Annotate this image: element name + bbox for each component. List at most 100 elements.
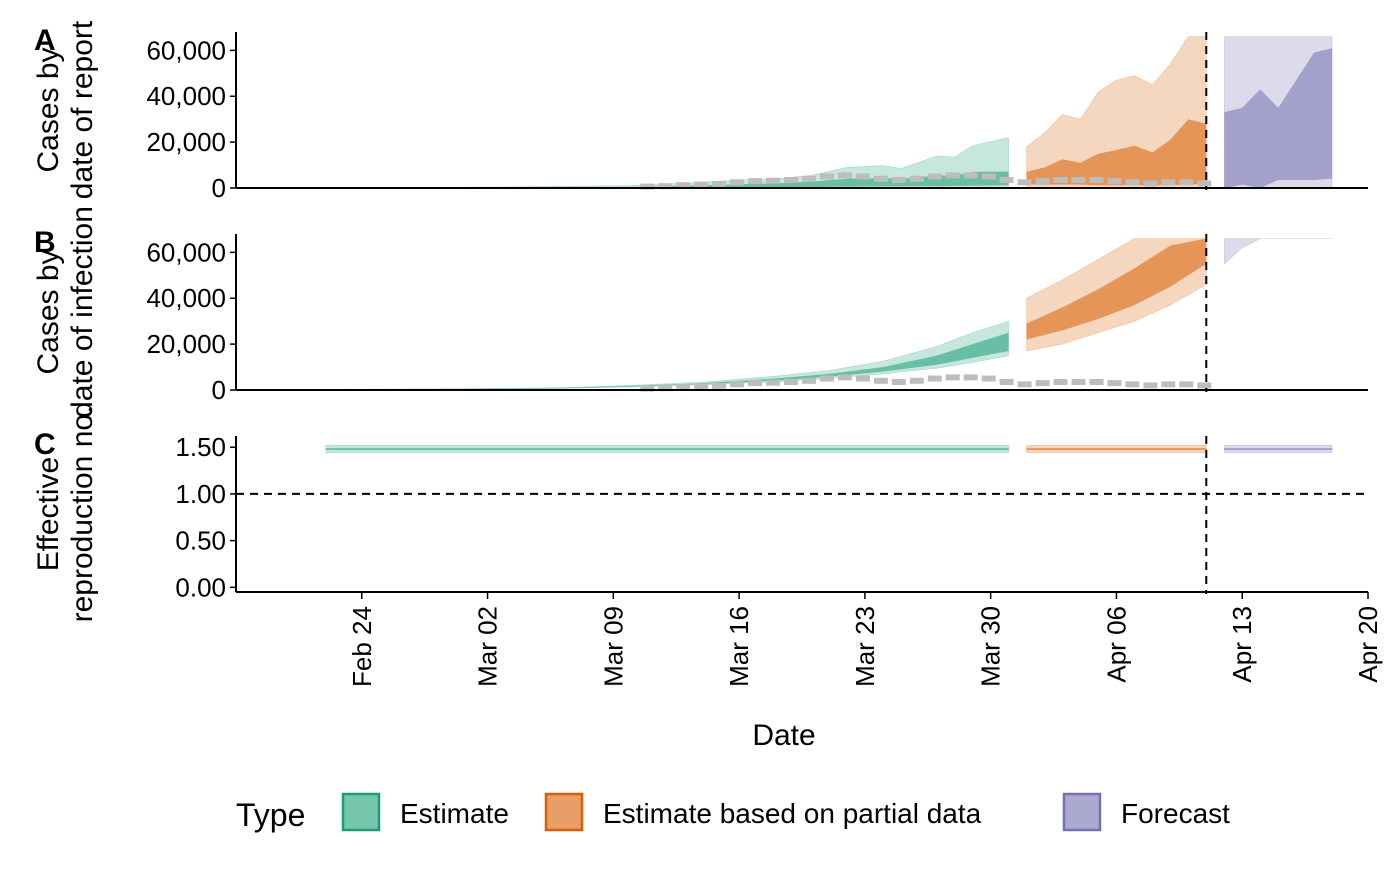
legend-label-estimate: Estimate	[400, 798, 509, 829]
reported-mark	[784, 177, 798, 183]
x-tick-label: Mar 16	[724, 606, 754, 687]
reported-mark	[1197, 180, 1212, 187]
reported-mark	[909, 377, 924, 384]
y-axis-title: Effective	[32, 457, 65, 572]
x-axis-title: Date	[752, 719, 815, 752]
x-tick-label: Apr 20	[1353, 606, 1383, 683]
reported-mark	[1143, 382, 1158, 389]
reported-mark	[676, 384, 691, 391]
reported-mark	[676, 182, 691, 189]
legend-title: Type	[236, 797, 305, 833]
band-50-forecast	[1224, 48, 1333, 188]
y-tick-label: 1.00	[175, 479, 226, 509]
y-axis-title: Cases by	[32, 47, 65, 172]
legend-swatch-forecast	[1062, 792, 1102, 832]
reported-mark	[730, 381, 745, 388]
reported-mark	[730, 179, 745, 186]
reported-mark	[1107, 380, 1122, 387]
band-50-estimate	[325, 171, 1009, 188]
y-tick-label: 60,000	[146, 35, 226, 65]
reported-mark	[1089, 379, 1104, 385]
y-axis-title: date of infection	[66, 206, 99, 418]
reported-mark	[1179, 381, 1194, 388]
y-tick-label: 40,000	[146, 283, 226, 313]
legend-swatch-partial	[544, 792, 584, 832]
reported-mark	[999, 177, 1014, 183]
reported-mark	[712, 382, 727, 389]
reported-mark	[694, 383, 709, 390]
reported-mark	[640, 385, 655, 392]
reported-mark	[855, 375, 870, 382]
reported-mark	[837, 172, 852, 179]
reported-mark	[640, 183, 655, 190]
reported-mark	[1125, 381, 1140, 388]
reported-mark	[1071, 379, 1086, 385]
band-50-estimate	[325, 448, 1009, 450]
reported-mark	[1161, 381, 1176, 388]
panel-tag: C	[34, 428, 56, 461]
reported-mark	[945, 172, 960, 179]
reported-mark	[837, 374, 852, 381]
reported-mark	[748, 380, 763, 387]
y-tick-label: 0	[212, 375, 226, 405]
y-tick-label: 40,000	[146, 81, 226, 111]
reported-mark	[873, 377, 888, 384]
band-50-estimate	[325, 332, 1009, 390]
x-tick-label: Mar 02	[473, 606, 503, 687]
reported-mark	[820, 173, 834, 180]
reported-mark	[802, 175, 816, 182]
y-tick-label: 0	[212, 173, 226, 203]
x-tick-label: Mar 09	[598, 606, 628, 687]
y-axis-title: Cases by	[32, 249, 65, 374]
reported-mark	[927, 173, 942, 180]
y-tick-label: 0.00	[175, 572, 226, 602]
reported-mark	[1035, 380, 1050, 387]
reported-mark	[855, 173, 870, 180]
reported-mark	[694, 181, 709, 188]
reported-mark	[820, 375, 834, 382]
reported-mark	[766, 379, 780, 386]
reported-mark	[945, 374, 960, 381]
reported-mark	[748, 178, 763, 185]
reported-mark	[891, 177, 906, 183]
reported-mark	[1089, 177, 1104, 183]
legend-label-partial: Estimate based on partial data	[603, 798, 982, 829]
reported-mark	[1053, 177, 1068, 183]
y-axis-title: reproduction no.	[66, 406, 99, 623]
reported-mark	[1017, 381, 1032, 388]
x-tick-label: Mar 23	[850, 606, 880, 687]
reported-mark	[981, 173, 996, 180]
reported-mark	[873, 175, 888, 182]
legend-item-partial: Estimate based on partial data	[544, 792, 982, 832]
y-tick-label: 20,000	[146, 329, 226, 359]
band-50-partial	[1026, 119, 1207, 186]
legend-label-forecast: Forecast	[1121, 798, 1230, 829]
reported-mark	[712, 180, 727, 187]
reported-mark	[963, 374, 978, 381]
panel-tag: A	[34, 24, 56, 57]
reported-mark	[1107, 178, 1122, 185]
reported-mark	[658, 385, 673, 392]
x-tick-label: Mar 30	[976, 606, 1006, 687]
band-50-partial	[1026, 448, 1207, 450]
reported-mark	[1197, 382, 1212, 389]
reported-mark	[658, 183, 673, 190]
x-tick-label: Apr 06	[1101, 606, 1131, 683]
reported-mark	[1125, 179, 1140, 186]
y-tick-label: 0.50	[175, 526, 226, 556]
y-tick-label: 60,000	[146, 237, 226, 267]
x-tick-label: Apr 13	[1227, 606, 1257, 683]
reported-mark	[1143, 180, 1158, 187]
band-90-forecast	[1224, 238, 1333, 265]
y-tick-label: 20,000	[146, 127, 226, 157]
band-90-estimate	[325, 320, 1009, 391]
reported-mark	[1071, 177, 1086, 183]
band-50-partial	[1026, 238, 1207, 340]
reported-mark	[1017, 179, 1032, 186]
legend: Type Estimate Estimate based on partial da…	[236, 792, 1230, 833]
legend-item-estimate: Estimate	[341, 792, 509, 832]
